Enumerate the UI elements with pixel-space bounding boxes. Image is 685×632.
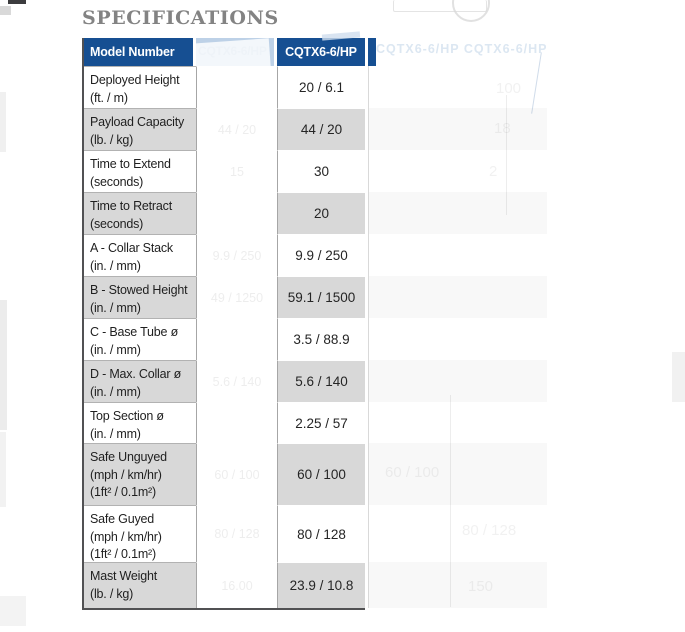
spec-label-cell: C - Base Tube ø(in. / mm) <box>84 318 196 360</box>
erased-value-cell: 44 / 20 <box>196 108 277 150</box>
ghost-number: 2 <box>489 163 497 180</box>
scan-artifact-dark-bar <box>8 0 26 4</box>
spec-value-cell: 20 <box>277 192 365 234</box>
spec-label-cell: Time to Extend(seconds) <box>84 150 196 192</box>
scan-artifact-left-strip <box>0 92 6 152</box>
page-title: SPECIFICATIONS <box>82 7 279 29</box>
table-row: D - Max. Collar ø(in. / mm) 5.6 / 140 5.… <box>84 360 365 402</box>
spec-label-cell: Time to Retract(seconds) <box>84 192 196 234</box>
ghost-number: 150 <box>468 578 493 595</box>
spec-value-cell: 44 / 20 <box>277 108 365 150</box>
spec-label-cell: Mast Weight(lb. / kg) <box>84 562 196 608</box>
spec-value-cell: 2.25 / 57 <box>277 402 365 443</box>
table-header-row: Model Number CQTX6-6/HP CQTX6-6/HP <box>84 38 365 66</box>
table-body: Deployed Height(ft. / m) 20 / 6.1 Payloa… <box>84 66 365 608</box>
ghost-row-stripe <box>369 192 547 234</box>
spec-value-cell: 9.9 / 250 <box>277 234 365 276</box>
ghost-row-stripe <box>369 562 547 608</box>
erased-value-cell <box>196 318 277 360</box>
ghost-row-stripe <box>369 360 547 402</box>
erased-value-cell: 16.00 <box>196 562 277 608</box>
spec-label-cell: A - Collar Stack(in. / mm) <box>84 234 196 276</box>
table-row: Safe Guyed(mph / km/hr)(1ft² / 0.1m²) 80… <box>84 505 365 562</box>
table-row: C - Base Tube ø(in. / mm) 3.5 / 88.9 <box>84 318 365 360</box>
erased-value-ghost: 5.6 / 140 <box>213 375 262 389</box>
table-row: Mast Weight(lb. / kg) 16.00 23.9 / 10.8 <box>84 562 365 608</box>
header-visible-model: CQTX6-6/HP <box>277 38 365 66</box>
scan-artifact-bottom-blob <box>0 596 26 626</box>
erased-value-cell: 60 / 100 <box>196 443 277 505</box>
spec-label-cell: B - Stowed Height(in. / mm) <box>84 276 196 318</box>
table-row: B - Stowed Height(in. / mm) 49 / 1250 59… <box>84 276 365 318</box>
spec-label-cell: Safe Guyed(mph / km/hr)(1ft² / 0.1m²) <box>84 505 196 562</box>
scan-artifact-gray-blob <box>0 6 11 15</box>
spec-value-cell: 80 / 128 <box>277 505 365 562</box>
spec-value-cell: 20 / 6.1 <box>277 66 365 108</box>
spec-value-cell: 59.1 / 1500 <box>277 276 365 318</box>
table-row: Time to Retract(seconds) 20 <box>84 192 365 234</box>
spec-value-cell: 60 / 100 <box>277 443 365 505</box>
specifications-table: Model Number CQTX6-6/HP CQTX6-6/HP Deplo… <box>82 38 365 610</box>
spec-value-cell: 23.9 / 10.8 <box>277 562 365 608</box>
header-erased-column: CQTX6-6/HP <box>196 38 277 66</box>
scan-artifact-left-strip <box>0 300 7 430</box>
table-row: Deployed Height(ft. / m) 20 / 6.1 <box>84 66 365 108</box>
erased-value-ghost: 49 / 1250 <box>211 291 263 305</box>
scan-artifact-left-strip <box>0 432 6 507</box>
table-row: Payload Capacity(lb. / kg) 44 / 20 44 / … <box>84 108 365 150</box>
spec-label-cell: Safe Unguyed(mph / km/hr)(1ft² / 0.1m²) <box>84 443 196 505</box>
table-row: Time to Extend(seconds) 15 30 <box>84 150 365 192</box>
spec-value-cell: 5.6 / 140 <box>277 360 365 402</box>
spec-value-cell: 30 <box>277 150 365 192</box>
erased-value-ghost: 44 / 20 <box>218 123 256 137</box>
spec-sheet-page: CQTX6-6/HP CQTX6-6/HP 10018260 / 10080 /… <box>0 0 685 632</box>
ghost-diagonal-mark <box>531 52 542 113</box>
scan-artifact-right-strip <box>672 352 685 402</box>
ghost-number: 60 / 100 <box>385 464 439 481</box>
spec-label-cell: Payload Capacity(lb. / kg) <box>84 108 196 150</box>
header-model-number: Model Number <box>84 38 196 66</box>
erased-value-cell: 5.6 / 140 <box>196 360 277 402</box>
table-row: Safe Unguyed(mph / km/hr)(1ft² / 0.1m²) … <box>84 443 365 505</box>
spec-label-cell: Top Section ø(in. / mm) <box>84 402 196 443</box>
erased-value-cell: 15 <box>196 150 277 192</box>
erased-value-ghost: 16.00 <box>221 579 252 593</box>
erased-value-cell <box>196 66 277 108</box>
spec-label-cell: D - Max. Collar ø(in. / mm) <box>84 360 196 402</box>
spec-value-cell: 3.5 / 88.9 <box>277 318 365 360</box>
erased-value-cell: 49 / 1250 <box>196 276 277 318</box>
ghost-row-stripe <box>369 108 547 150</box>
table-row: A - Collar Stack(in. / mm) 9.9 / 250 9.9… <box>84 234 365 276</box>
erased-value-ghost: 15 <box>230 165 244 179</box>
white-wipe-overlay <box>196 38 271 66</box>
erased-value-cell <box>196 192 277 234</box>
ghost-number: 100 <box>496 80 521 97</box>
erased-value-cell <box>196 402 277 443</box>
scan-artifact-logo-circle <box>452 0 490 22</box>
erased-value-ghost: 9.9 / 250 <box>213 249 262 263</box>
erased-value-ghost: 60 / 100 <box>214 468 259 482</box>
erased-value-cell: 9.9 / 250 <box>196 234 277 276</box>
ghost-header-text: CQTX6-6/HP CQTX6-6/HP <box>376 42 676 56</box>
ghost-row-stripe <box>369 276 547 318</box>
erased-value-cell: 80 / 128 <box>196 505 277 562</box>
erased-value-ghost: 80 / 128 <box>214 527 259 541</box>
ghost-number: 18 <box>494 120 511 137</box>
cropped-next-column-header <box>368 38 376 66</box>
table-row: Top Section ø(in. / mm) 2.25 / 57 <box>84 402 365 443</box>
spec-label-cell: Deployed Height(ft. / m) <box>84 66 196 108</box>
ghost-number: 80 / 128 <box>462 522 516 539</box>
